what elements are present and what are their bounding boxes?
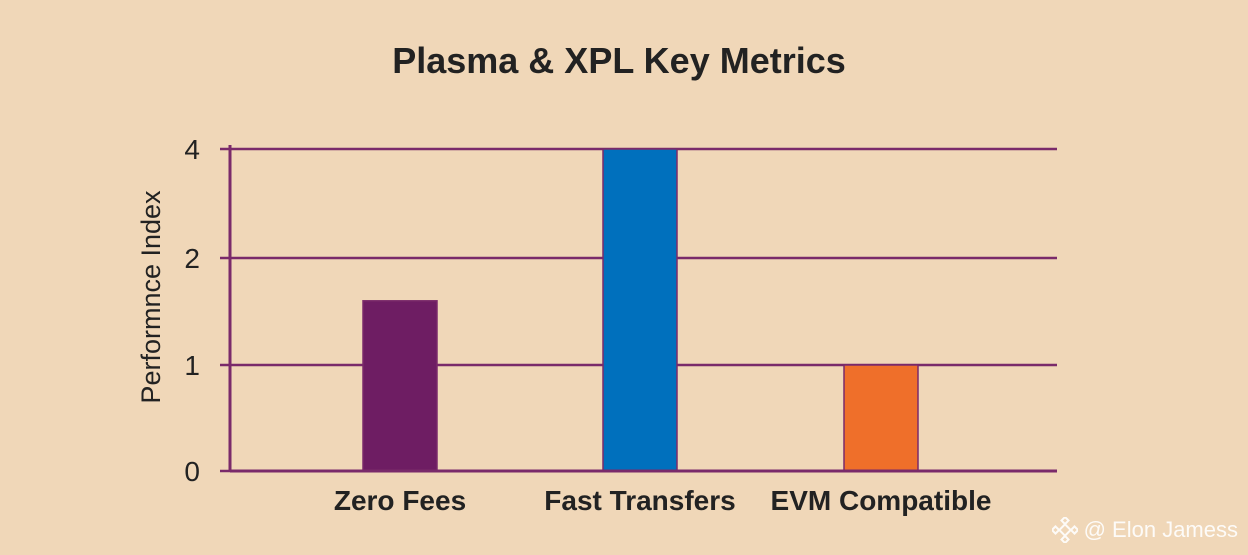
x-category-label: EVM Compatible: [771, 485, 992, 516]
y-tick-label: 0: [184, 456, 200, 487]
bar-evm-compatible: [843, 364, 919, 472]
x-category-label: Zero Fees: [334, 485, 466, 516]
watermark: @ Elon Jamess: [1051, 517, 1238, 543]
axes: [220, 145, 1057, 473]
bar-fast-transfers: [602, 148, 678, 472]
x-category-label: Fast Transfers: [544, 485, 735, 516]
bars: [362, 148, 919, 472]
y-tick-label: 4: [184, 134, 200, 165]
watermark-text: @ Elon Jamess: [1083, 517, 1238, 542]
binance-logo-icon: [1051, 517, 1078, 543]
chart-title: Plasma & XPL Key Metrics: [392, 40, 846, 81]
y-tick-label: 2: [184, 243, 200, 274]
labels: 0 1 2 4 Zero Fees Fast Transfers EVM Compatibl…: [136, 134, 991, 516]
y-tick-label: 1: [184, 350, 200, 381]
bar-zero-fees: [362, 300, 438, 472]
y-axis-label: Performnce Index: [136, 190, 166, 404]
